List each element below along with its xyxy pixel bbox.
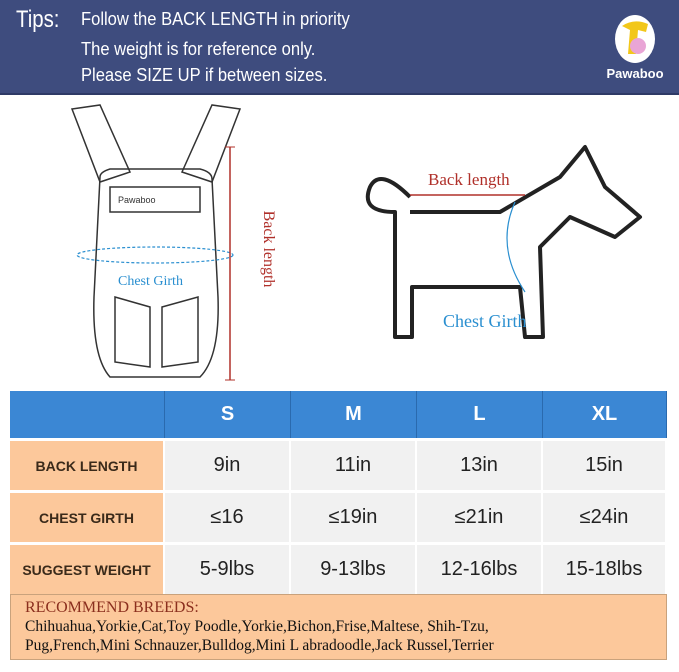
col-header-xl: XL: [543, 391, 667, 438]
tip-line: Please SIZE UP if between sizes.: [81, 65, 328, 85]
table-cell: 15-18lbs: [543, 545, 667, 594]
pawaboo-logo: Pawaboo: [606, 15, 664, 81]
carrier-back-length-label: Back length: [260, 211, 277, 288]
table-row: CHEST GIRTH ≤16 ≤19in ≤21in ≤24in: [10, 490, 667, 542]
header-corner: [10, 391, 165, 438]
tips-label: Tips:: [16, 6, 60, 33]
tip-line: Follow the BACK LENGTH in priority: [81, 9, 350, 29]
size-chart-table: S M L XL BACK LENGTH 9in 11in 13in 15in CHEST…: [10, 391, 667, 594]
table-cell: ≤19in: [291, 493, 417, 542]
table-cell: ≤24in: [543, 493, 667, 542]
table-cell: 15in: [543, 441, 667, 490]
table-cell: ≤21in: [417, 493, 543, 542]
dog-back-length-label: Back length: [428, 170, 510, 189]
table-cell: 13in: [417, 441, 543, 490]
row-label: CHEST GIRTH: [10, 493, 165, 542]
carrier-brand-tag: Pawaboo: [118, 195, 156, 205]
col-header-s: S: [165, 391, 291, 438]
col-header-m: M: [291, 391, 417, 438]
carrier-diagram: Pawaboo Chest Girth Back length Back len…: [70, 104, 642, 381]
breeds-line: Chihuahua,Yorkie,Cat,Toy Poodle,Yorkie,B…: [25, 618, 489, 635]
table-row: SUGGEST WEIGHT 5-9lbs 9-13lbs 12-16lbs 15-18…: [10, 542, 667, 594]
table-cell: 9in: [165, 441, 291, 490]
tips-banner: Tips: Follow the BACK LENGTH in priority…: [0, 0, 679, 95]
table-header-row: S M L XL: [10, 391, 667, 438]
recommended-breeds: RECOMMEND BREEDS: Chihuahua,Yorkie,Cat,T…: [10, 594, 667, 660]
row-label: BACK LENGTH: [10, 441, 165, 490]
table-row: BACK LENGTH 9in 11in 13in 15in: [10, 438, 667, 490]
table-cell: 12-16lbs: [417, 545, 543, 594]
dog-chest-girth-label: Chest Girth: [443, 311, 527, 331]
table-cell: ≤16: [165, 493, 291, 542]
tip-line: The weight is for reference only.: [81, 39, 316, 59]
table-cell: 5-9lbs: [165, 545, 291, 594]
breeds-title: RECOMMEND BREEDS:: [25, 599, 199, 616]
measurement-diagrams: Pawaboo Chest Girth Back length Back len…: [0, 97, 679, 387]
logo-text: Pawaboo: [606, 66, 663, 81]
table-cell: 11in: [291, 441, 417, 490]
carrier-chest-girth-label: Chest Girth: [118, 274, 183, 289]
row-label: SUGGEST WEIGHT: [10, 545, 165, 594]
breeds-line: Pug,French,Mini Schnauzer,Bulldog,Mini L…: [25, 637, 494, 654]
table-cell: 9-13lbs: [291, 545, 417, 594]
col-header-l: L: [417, 391, 543, 438]
